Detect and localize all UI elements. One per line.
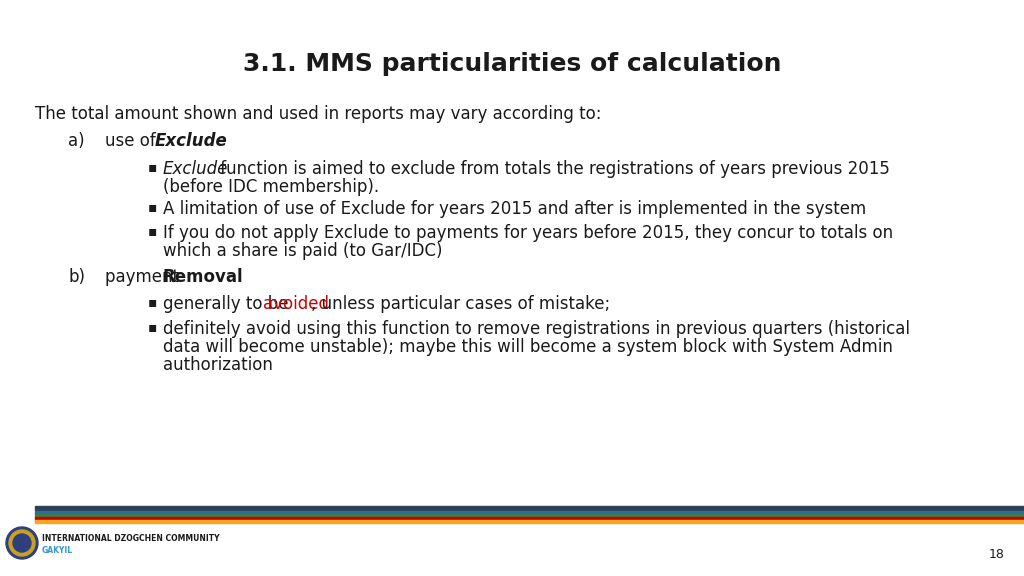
Bar xyxy=(35,514,1024,517)
Text: If you do not apply Exclude to payments for years before 2015, they concur to to: If you do not apply Exclude to payments … xyxy=(163,224,893,242)
Text: b): b) xyxy=(68,268,85,286)
Text: A limitation of use of Exclude for years 2015 and after is implemented in the sy: A limitation of use of Exclude for years… xyxy=(163,200,866,218)
Text: (before IDC membership).: (before IDC membership). xyxy=(163,178,379,196)
Bar xyxy=(35,520,1024,523)
Text: , unless particular cases of mistake;: , unless particular cases of mistake; xyxy=(311,295,610,313)
Bar xyxy=(35,506,1024,510)
Text: GAKYIL: GAKYIL xyxy=(42,546,73,555)
Text: ▪: ▪ xyxy=(148,200,158,214)
Circle shape xyxy=(6,527,38,559)
Text: function is aimed to exclude from totals the registrations of years previous 201: function is aimed to exclude from totals… xyxy=(215,160,890,178)
Text: data will become unstable); maybe this will become a system block with System Ad: data will become unstable); maybe this w… xyxy=(163,338,893,356)
Circle shape xyxy=(9,530,35,556)
Bar xyxy=(35,511,1024,514)
Bar xyxy=(35,517,1024,520)
Text: ▪: ▪ xyxy=(148,320,158,334)
Text: a): a) xyxy=(68,132,85,150)
Text: ▪: ▪ xyxy=(148,224,158,238)
Text: avoided: avoided xyxy=(263,295,329,313)
Text: which a share is paid (to Gar/IDC): which a share is paid (to Gar/IDC) xyxy=(163,242,442,260)
Text: Exclude: Exclude xyxy=(155,132,227,150)
Text: payment: payment xyxy=(105,268,184,286)
Circle shape xyxy=(13,534,31,552)
Text: Exclude: Exclude xyxy=(163,160,228,178)
Text: generally to be: generally to be xyxy=(163,295,294,313)
Text: use of: use of xyxy=(105,132,161,150)
Text: ▪: ▪ xyxy=(148,160,158,174)
Text: Removal: Removal xyxy=(163,268,244,286)
Text: definitely avoid using this function to remove registrations in previous quarter: definitely avoid using this function to … xyxy=(163,320,910,338)
Text: The total amount shown and used in reports may vary according to:: The total amount shown and used in repor… xyxy=(35,105,601,123)
Text: authorization: authorization xyxy=(163,356,272,374)
Text: 18: 18 xyxy=(989,548,1005,561)
Text: 3.1. MMS particularities of calculation: 3.1. MMS particularities of calculation xyxy=(243,52,781,76)
Text: INTERNATIONAL DZOGCHEN COMMUNITY: INTERNATIONAL DZOGCHEN COMMUNITY xyxy=(42,534,219,543)
Text: ▪: ▪ xyxy=(148,295,158,309)
